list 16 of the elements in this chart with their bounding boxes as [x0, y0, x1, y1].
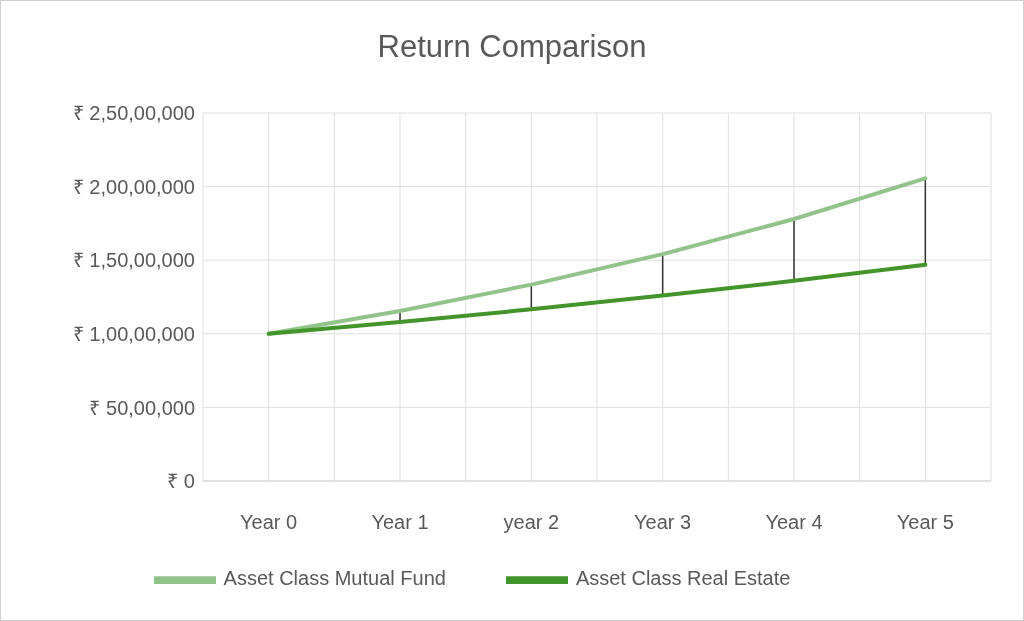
y-tick-label: ₹ 2,00,00,000 [72, 175, 195, 198]
x-tick-label: Year 1 [371, 511, 429, 534]
x-tick-label: Year 0 [240, 511, 298, 534]
line-series [266, 262, 928, 336]
chart-title: Return Comparison [376, 29, 648, 65]
y-tick-label: ₹ 50,00,000 [89, 396, 195, 419]
y-tick-label: ₹ 2,50,00,000 [72, 102, 195, 125]
x-tick-label: Year 5 [896, 511, 954, 534]
y-tick-label: ₹ 1,00,00,000 [72, 322, 195, 345]
x-tick-label: Year 3 [634, 511, 692, 534]
x-tick-label: year 2 [503, 511, 560, 534]
x-tick-label: Year 4 [765, 511, 823, 534]
legend-label: Asset Class Mutual Fund [223, 567, 446, 590]
legend-label: Asset Class Real Estate [575, 567, 791, 590]
y-tick-label: ₹ 0 [167, 470, 195, 493]
y-tick-label: ₹ 1,50,00,000 [72, 249, 195, 272]
